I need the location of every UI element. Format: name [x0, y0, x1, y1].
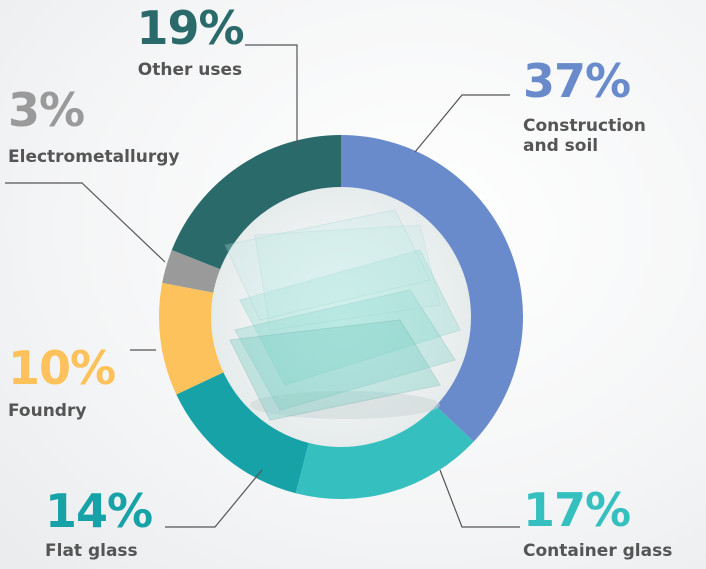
category-label: Electrometallurgy [8, 147, 180, 167]
category-label: Other uses [137, 60, 243, 80]
value-label: 10% [8, 341, 116, 395]
donut-segment [176, 371, 310, 494]
value-label: 17% [523, 483, 631, 537]
leader-lines [5, 44, 520, 528]
value-label: 19% [136, 1, 244, 55]
donut-segment [162, 250, 222, 294]
category-label: Flat glass [45, 541, 138, 561]
category-label: Container glass [523, 541, 673, 561]
donut-segment [171, 135, 341, 270]
donut-segment [295, 404, 474, 500]
value-label: 37% [523, 54, 631, 108]
category-label: Foundry [8, 401, 87, 421]
category-label: Construction and soil [523, 116, 646, 157]
glass-illustration [224, 209, 461, 421]
value-label: 14% [45, 484, 153, 538]
center-disc [211, 187, 471, 447]
donut-segment [341, 135, 523, 442]
value-label: 3% [8, 83, 85, 137]
donut-segment [159, 282, 226, 395]
